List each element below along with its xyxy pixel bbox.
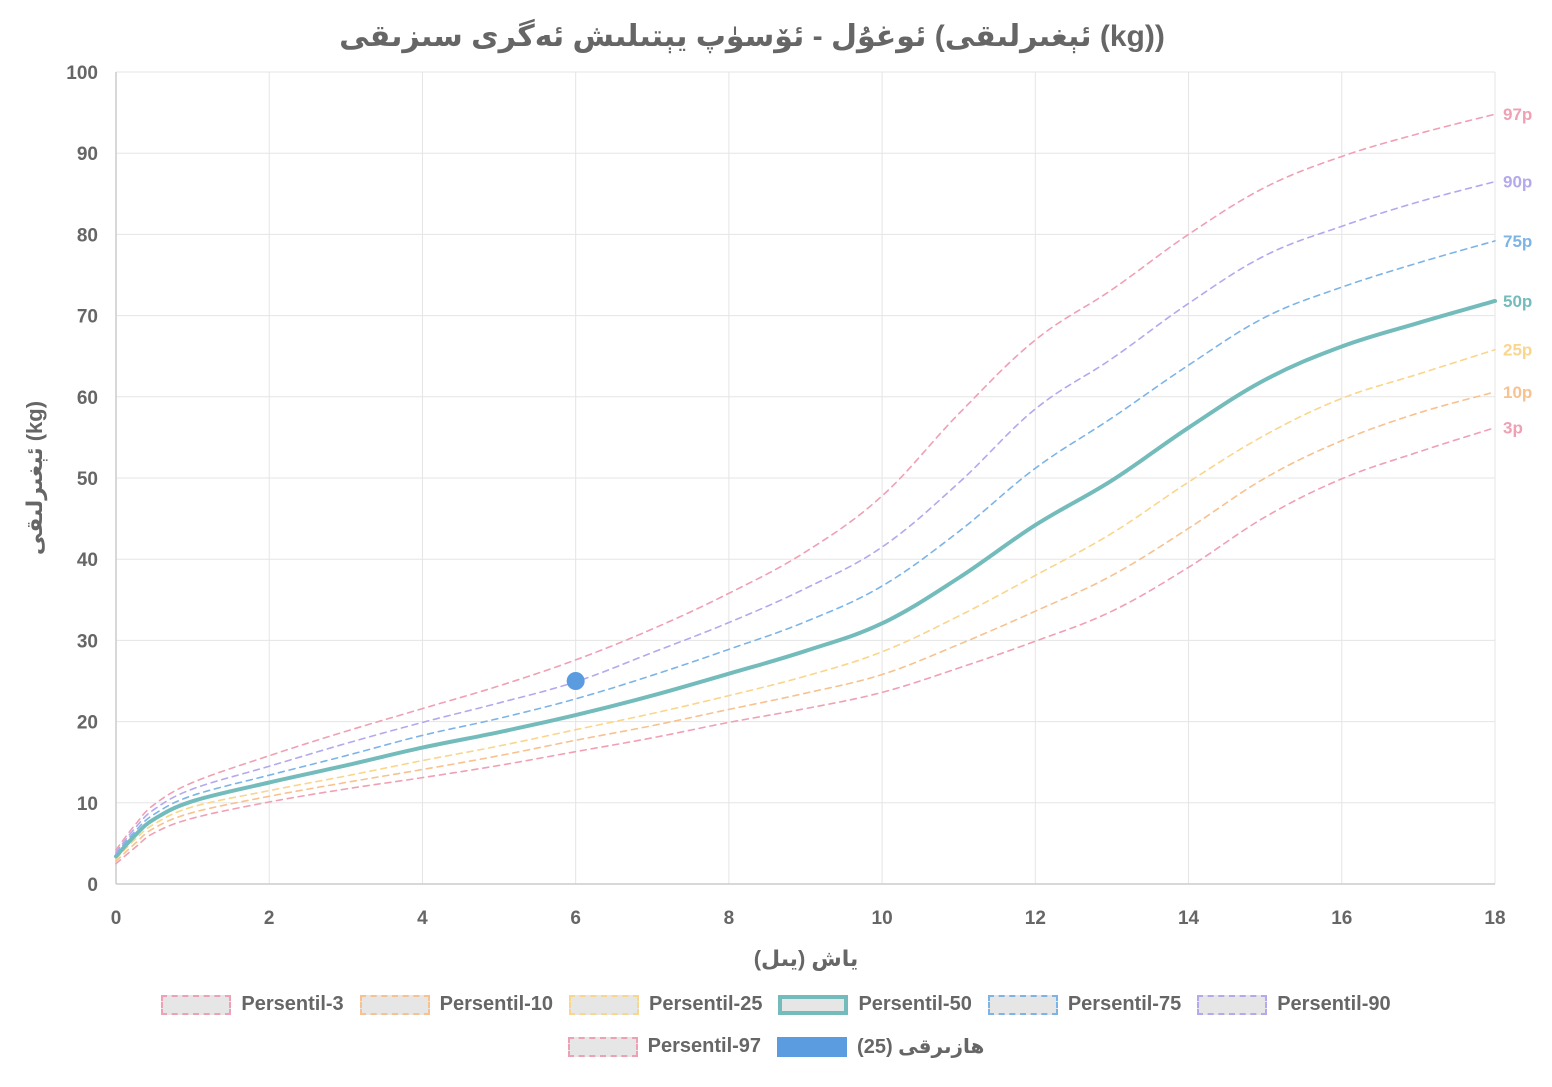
- legend-swatch-p3: [161, 994, 232, 1015]
- series-line-90p: [115, 180, 1496, 854]
- legend-row: Persentil-3 Persentil-10 Persentil-25 Pe…: [0, 993, 1552, 1016]
- legend-label-p75: Persentil-75: [1067, 993, 1182, 1015]
- x-tick-label: 12: [1025, 908, 1046, 929]
- series-line-3p: [115, 426, 1496, 865]
- end-label-25p: 25p: [1503, 341, 1532, 360]
- end-label-50p: 50p: [1503, 292, 1532, 311]
- legend-swatch-p50: [778, 994, 849, 1015]
- current-point-marker[interactable]: [566, 672, 585, 690]
- y-tick-label: 80: [77, 225, 98, 246]
- end-label-75p: 75p: [1503, 232, 1532, 251]
- legend-label-p3: Persentil-3: [241, 993, 344, 1015]
- y-tick-label: 90: [77, 144, 98, 165]
- series-line-50p: [114, 298, 1497, 859]
- x-tick-label: 6: [570, 908, 581, 929]
- x-tick-label: 8: [724, 908, 735, 929]
- y-tick-label: 40: [77, 550, 98, 571]
- x-tick-label: 4: [417, 908, 428, 929]
- legend-item-p97[interactable]: Persentil-97: [567, 1035, 762, 1058]
- legend-swatch-current: [777, 1036, 848, 1057]
- legend-label-current: هازىرقى (25): [857, 1036, 985, 1058]
- y-tick-label: 50: [77, 469, 98, 490]
- x-tick-label: 14: [1178, 908, 1200, 929]
- y-tick-label: 0: [87, 875, 98, 896]
- end-label-3p: 3p: [1503, 419, 1523, 438]
- y-tick-label: 30: [77, 631, 98, 652]
- legend-label-p90: Persentil-90: [1277, 993, 1391, 1015]
- x-tick-label: 18: [1484, 908, 1505, 929]
- series-line-10p: [115, 391, 1496, 863]
- legend-swatch-p90: [1197, 994, 1268, 1015]
- y-tick-label: 60: [77, 388, 98, 409]
- legend-item-p3[interactable]: Persentil-3: [161, 993, 344, 1016]
- x-tick-label: 10: [872, 908, 893, 929]
- series-line-75p: [115, 240, 1496, 855]
- series-lines: [114, 113, 1497, 865]
- legend-item-current[interactable]: هازىرقى (25): [777, 1034, 984, 1059]
- end-label-97p: 97p: [1503, 105, 1532, 124]
- end-labels: 3p 10p 25p 50p 75p 90p 97p: [1503, 105, 1532, 437]
- x-tick-label: 16: [1331, 908, 1352, 929]
- legend-swatch-p25: [569, 994, 640, 1015]
- x-tick-label: 0: [111, 908, 122, 929]
- legend-label-p50: Persentil-50: [858, 993, 972, 1015]
- legend-item-p10[interactable]: Persentil-10: [359, 993, 554, 1016]
- axes: 0 10 20 30 40 50 60 70 80 90 100 0 2 4 6 8 10 12 14 16 18: [66, 63, 1505, 929]
- y-tick-label: 20: [77, 713, 98, 734]
- series-line-25p: [115, 348, 1496, 860]
- legend-item-p75[interactable]: Persentil-75: [987, 993, 1182, 1016]
- y-tick-label: 70: [77, 307, 98, 328]
- x-tick-label: 2: [264, 908, 275, 929]
- legend-item-p25[interactable]: Persentil-25: [569, 993, 762, 1016]
- chart-title: ئوغۇل - ئۆسۈپ يېتىلىش ئەگرى سىزىقى (ئېغى…: [339, 18, 1165, 54]
- legend-label-p97: Persentil-97: [647, 1035, 762, 1057]
- end-label-90p: 90p: [1503, 173, 1532, 192]
- legend-label-p10: Persentil-10: [439, 993, 554, 1015]
- y-axis-title: ئېغىرلىقى (kg): [22, 401, 48, 555]
- x-axis-title: ياش (يىل): [754, 946, 859, 971]
- legend-item-p90[interactable]: Persentil-90: [1197, 993, 1391, 1016]
- y-tick-label: 10: [77, 794, 98, 815]
- series-line-97p: [115, 113, 1496, 851]
- legend-item-p50[interactable]: Persentil-50: [778, 993, 972, 1016]
- legend-swatch-p97: [567, 1036, 638, 1057]
- legend-swatch-p75: [987, 994, 1058, 1015]
- legend-swatch-p10: [359, 994, 430, 1015]
- legend-label-p25: Persentil-25: [649, 993, 763, 1015]
- legend-row: Persentil-97 هازىرقى (25): [0, 1034, 1552, 1059]
- end-label-10p: 10p: [1503, 383, 1532, 402]
- y-tick-label: 100: [66, 63, 98, 84]
